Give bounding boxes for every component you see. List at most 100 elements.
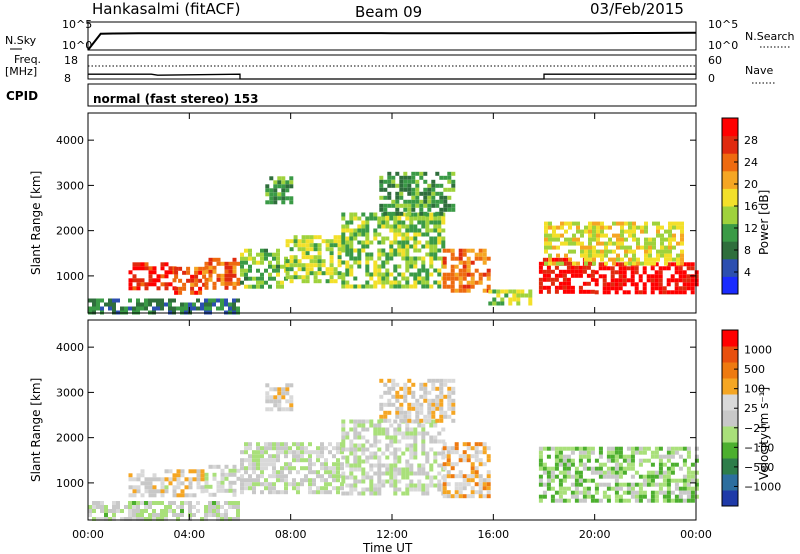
range-gate-cell [104,302,108,307]
range-gate-cell [638,474,643,479]
range-gate-cell [297,275,302,280]
range-gate-cell [538,458,543,463]
velocity-data-group [88,378,699,521]
range-gate-cell [413,248,418,253]
range-gate-cell [148,501,152,505]
range-gate-cell [618,470,623,475]
range-gate-cell [413,260,418,265]
freq-tick-high: 18 [64,54,78,67]
range-gate-cell [212,265,217,270]
range-gate-cell [427,199,432,204]
range-gate-cell [284,474,288,479]
range-gate-cell [405,463,410,468]
range-gate-cell [301,279,306,284]
range-gate-cell [554,446,559,451]
range-gate-cell [466,288,471,293]
range-gate-cell [690,470,695,475]
range-gate-cell [304,478,308,483]
range-gate-cell [682,482,687,487]
range-gate-cell [220,298,224,303]
range-gate-cell [92,509,96,513]
range-gate-cell [441,427,446,432]
range-gate-cell [425,224,430,229]
range-gate-cell [431,187,436,192]
range-gate-cell [317,243,322,248]
range-gate-cell [377,272,382,277]
range-gate-cell [542,269,547,274]
range-gate-cell [224,265,229,270]
range-gate-cell [658,290,663,295]
range-gate-cell [365,228,370,233]
range-gate-cell [353,284,358,289]
range-gate-cell [486,256,491,261]
range-gate-cell [160,282,165,287]
range-gate-cell [454,272,459,277]
range-gate-cell [349,491,354,496]
range-gate-cell [566,289,571,294]
range-gate-cell [232,257,237,262]
colorbar-swatch [722,118,738,137]
range-gate-cell [650,494,655,499]
range-gate-cell [385,280,390,285]
range-gate-cell [316,450,320,455]
range-gate-cell [401,435,406,440]
range-gate-cell [454,256,459,261]
range-gate-cell [190,278,195,283]
range-gate-cell [405,459,410,464]
range-gate-cell [405,228,410,233]
range-gate-cell [336,458,340,463]
colorbar-swatch [722,258,738,277]
range-gate-cell [466,494,471,499]
range-gate-cell [429,479,434,484]
range-gate-cell [336,446,340,451]
range-gate-cell [520,293,525,298]
range-gate-cell [208,261,213,266]
range-gate-cell [450,256,455,261]
range-gate-cell [208,464,213,469]
range-gate-cell [676,241,680,246]
range-gate-cell [140,501,144,505]
range-gate-cell [164,489,169,494]
range-gate-cell [276,264,280,269]
range-gate-cell [415,171,420,176]
range-gate-cell [562,486,567,491]
range-gate-cell [345,435,350,440]
range-gate-cell [664,229,668,234]
range-gate-cell [574,470,579,475]
range-gate-cell [381,248,386,253]
range-gate-cell [435,191,440,196]
range-gate-cell [478,458,483,463]
range-gate-cell [188,306,192,311]
range-gate-cell [446,490,451,495]
range-gate-cell [680,237,684,242]
range-gate-cell [642,474,647,479]
range-gate-cell [273,403,278,408]
range-gate-cell [369,240,374,245]
range-gate-cell [415,183,420,188]
range-gate-cell [674,478,679,483]
range-gate-cell [336,478,340,483]
range-gate-cell [602,274,607,279]
range-gate-cell [186,270,191,275]
range-gate-cell [357,228,362,233]
range-gate-cell [325,279,330,284]
range-gate-cell [301,255,306,260]
range-gate-cell [288,462,292,467]
range-gate-cell [300,482,304,487]
range-gate-cell [256,474,260,479]
range-gate-cell [421,443,426,448]
range-gate-cell [300,450,304,455]
range-gate-cell [329,243,334,248]
range-gate-cell [694,486,699,491]
range-gate-cell [407,183,412,188]
range-gate-cell [482,486,487,491]
range-gate-cell [409,260,414,265]
range-gate-cell [674,494,679,499]
range-gate-cell [642,266,647,271]
range-gate-cell [164,270,169,275]
range-gate-cell [174,290,179,295]
range-gate-cell [446,462,451,467]
range-gate-cell [264,478,268,483]
range-gate-cell [594,498,599,503]
range-gate-cell [373,216,378,221]
